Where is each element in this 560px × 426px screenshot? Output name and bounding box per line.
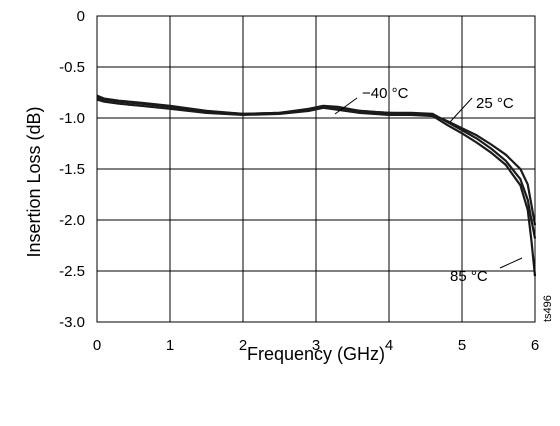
x-tick-label: 3 [312,337,320,354]
series-line-2 [96,98,537,277]
y-tick-labels: 0 -0.5 -1.0 -1.5 -2.0 -2.5 -3.0 [59,8,85,331]
figure-code: ts496 [542,295,554,322]
annotation-leader-85 [499,257,523,269]
x-tick-labels: 0 1 2 3 4 5 6 [93,337,539,354]
annotation-85: 85 °C [450,268,488,285]
x-tick-label: 1 [166,337,174,354]
y-tick-label: -2.5 [59,263,85,280]
y-tick-label: -3.0 [59,314,85,331]
y-tick-label: -0.5 [59,59,85,76]
x-axis-label: Frequency (GHz) [247,344,385,364]
x-tick-label: 2 [239,337,247,354]
annotation-leader-25 [449,97,473,123]
y-tick-label: -1.5 [59,161,85,178]
annotation-leader-minus40 [334,97,358,115]
y-axis-label: Insertion Loss (dB) [24,106,44,257]
x-tick-label: 0 [93,337,101,354]
plot-frame [96,15,536,323]
x-tick-label: 6 [531,337,539,354]
series-line-1 [96,96,537,226]
chart-series [96,94,537,277]
x-tick-label: 5 [458,337,466,354]
annotation-25: 25 °C [476,95,514,112]
x-tick-label: 4 [385,337,393,354]
y-tick-label: -1.0 [59,110,85,127]
y-tick-label: 0 [77,8,85,25]
annotation-minus40: −40 °C [362,85,409,102]
y-tick-label: -2.0 [59,212,85,229]
